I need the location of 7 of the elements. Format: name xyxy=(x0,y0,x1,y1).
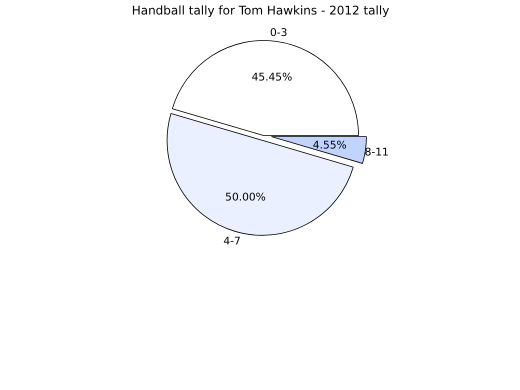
chart-title: Handball tally for Tom Hawkins - 2012 tally xyxy=(132,4,390,18)
slice-label: 8-11 xyxy=(364,146,389,159)
slice-label: 0-3 xyxy=(270,26,288,40)
slice-label: 4-7 xyxy=(223,234,241,248)
data-label: 50.00% xyxy=(225,190,266,204)
data-label: 45.45% xyxy=(252,70,292,84)
data-label: 4.55% xyxy=(312,138,347,152)
